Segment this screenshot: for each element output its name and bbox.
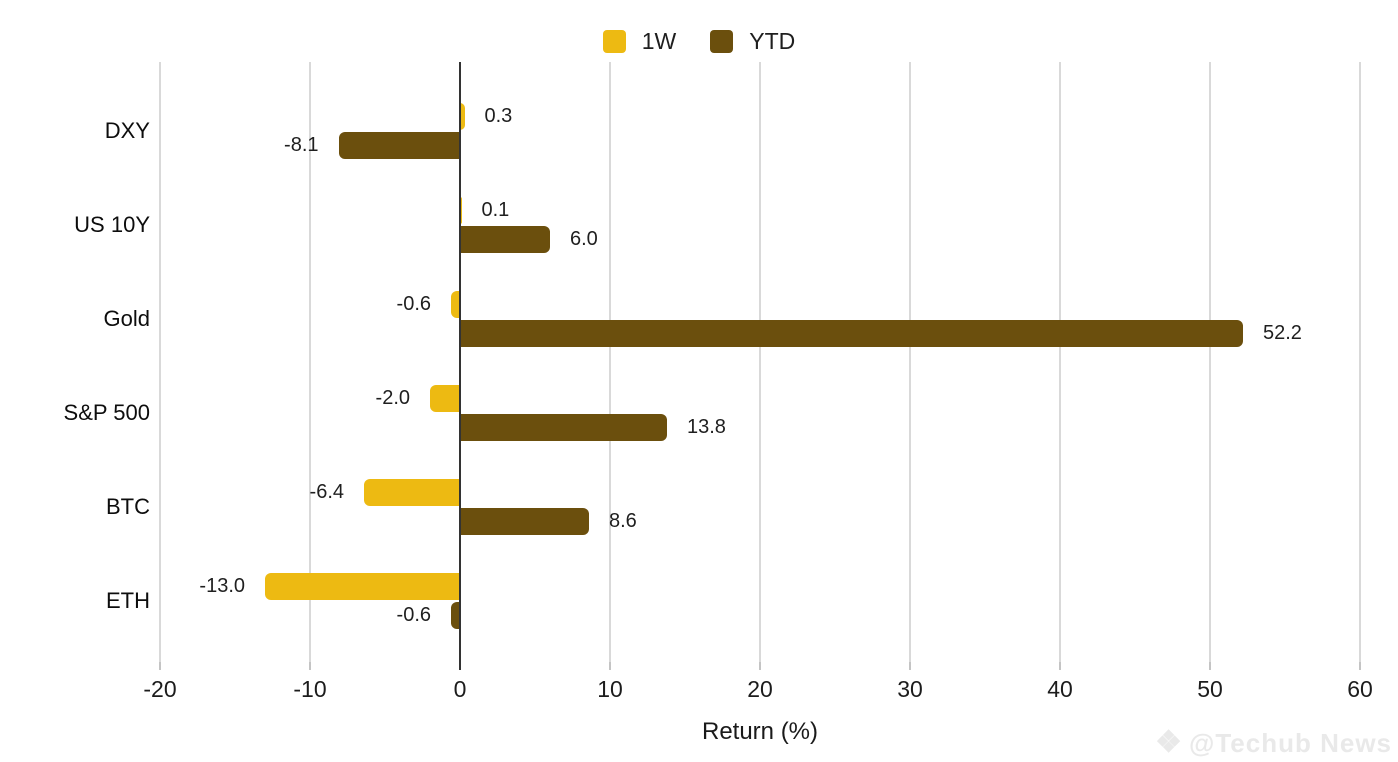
x-tick-label-60: 60	[1347, 676, 1373, 702]
gridline-50	[1209, 62, 1211, 662]
tick-mark-40	[1059, 662, 1061, 670]
gridline--20	[159, 62, 161, 662]
legend-item-ytd: YTD	[710, 28, 795, 55]
tick-mark-10	[609, 662, 611, 670]
legend-swatch-1w-icon	[602, 30, 626, 53]
category-label-s-p-500: S&P 500	[63, 400, 150, 425]
tick-mark--20	[159, 662, 161, 670]
value-label-1w-eth: -13.0	[199, 575, 245, 597]
bar-1w-dxy	[460, 103, 465, 130]
value-label-ytd-btc: 8.6	[609, 510, 637, 532]
bar-1w-gold	[451, 291, 460, 318]
bar-ytd-dxy	[338, 132, 460, 159]
techub-logo-icon: ❖	[1155, 726, 1182, 759]
gridline-40	[1059, 62, 1061, 662]
gridline-20	[759, 62, 761, 662]
tick-mark-50	[1209, 662, 1211, 670]
legend-label-ytd: YTD	[749, 28, 796, 54]
tick-mark-30	[909, 662, 911, 670]
x-tick-label-30: 30	[897, 676, 923, 702]
tick-mark-60	[1359, 662, 1361, 670]
x-tick-label--20: -20	[143, 676, 177, 702]
legend-item-1w: 1W	[602, 28, 677, 55]
bar-1w-s-p-500	[430, 385, 460, 412]
bar-ytd-eth	[451, 602, 460, 629]
value-label-1w-s-p-500: -2.0	[375, 387, 410, 409]
bar-1w-eth	[265, 573, 460, 600]
value-label-ytd-dxy: -8.1	[284, 134, 319, 156]
value-label-1w-us-10y: 0.1	[481, 199, 510, 221]
x-tick-label-20: 20	[747, 676, 773, 702]
x-tick-label-50: 50	[1197, 676, 1223, 702]
x-tick-label-10: 10	[597, 676, 623, 702]
x-tick-label-0: 0	[453, 676, 467, 702]
bar-1w-btc	[364, 479, 460, 506]
gridline-60	[1359, 62, 1361, 662]
category-label-us-10y: US 10Y	[74, 212, 150, 237]
value-label-ytd-s-p-500: 13.8	[687, 416, 726, 438]
bar-ytd-btc	[460, 508, 589, 535]
legend-swatch-ytd-icon	[710, 30, 734, 53]
tick-mark--10	[309, 662, 311, 670]
category-label-btc: BTC	[106, 494, 150, 519]
x-tick-label-40: 40	[1047, 676, 1073, 702]
bar-ytd-us-10y	[460, 226, 550, 253]
gridline--10	[309, 62, 311, 662]
tick-mark-20	[759, 662, 761, 670]
value-label-ytd-eth: -0.6	[396, 604, 431, 626]
bar-ytd-s-p-500	[460, 414, 667, 441]
category-label-gold: Gold	[103, 306, 150, 331]
value-label-1w-gold: -0.6	[396, 293, 431, 315]
watermark-text: @Techub News	[1188, 728, 1392, 758]
watermark: ❖ @Techub News	[1155, 728, 1392, 758]
category-label-eth: ETH	[106, 588, 150, 613]
legend: 1W YTD	[0, 28, 1398, 55]
gridline-10	[609, 62, 611, 662]
legend-label-1w: 1W	[641, 28, 677, 54]
x-axis-title: Return (%)	[701, 718, 819, 745]
zero-axis-line	[459, 62, 461, 670]
bar-ytd-gold	[460, 320, 1243, 347]
x-tick-label--10: -10	[293, 676, 327, 702]
value-label-1w-dxy: 0.3	[484, 105, 513, 127]
value-label-ytd-gold: 52.2	[1263, 322, 1302, 344]
category-label-dxy: DXY	[104, 118, 150, 143]
value-label-ytd-us-10y: 6.0	[570, 228, 598, 250]
gridline-30	[909, 62, 911, 662]
value-label-1w-btc: -6.4	[309, 481, 344, 503]
